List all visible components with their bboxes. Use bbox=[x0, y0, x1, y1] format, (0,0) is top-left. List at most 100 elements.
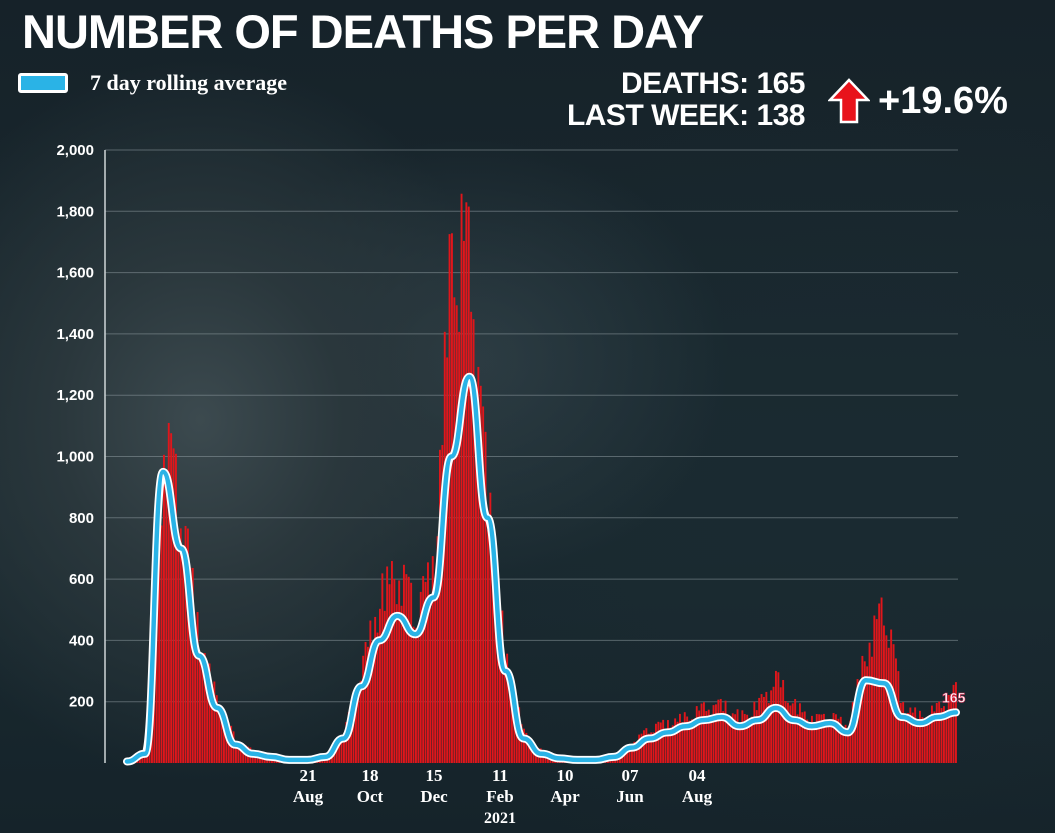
bar bbox=[446, 357, 449, 763]
bar bbox=[376, 632, 379, 763]
bar bbox=[201, 663, 204, 763]
bar bbox=[799, 703, 801, 763]
bar bbox=[206, 675, 209, 763]
bar bbox=[453, 297, 456, 763]
bar bbox=[664, 729, 667, 763]
bar bbox=[707, 709, 710, 763]
bar bbox=[626, 744, 629, 763]
x-tick-month: Oct bbox=[357, 787, 384, 806]
bar bbox=[919, 710, 921, 763]
bar bbox=[794, 698, 797, 763]
bar bbox=[419, 591, 422, 763]
bar bbox=[784, 701, 787, 763]
end-value-label: 165 bbox=[942, 689, 966, 705]
bar bbox=[429, 606, 432, 763]
bar bbox=[400, 605, 403, 763]
bar bbox=[863, 661, 866, 763]
last-week-label: LAST WEEK: bbox=[566, 99, 749, 132]
rolling-average-outline bbox=[123, 372, 960, 766]
bar bbox=[357, 694, 360, 763]
bar bbox=[393, 579, 396, 763]
bar bbox=[940, 708, 943, 763]
bar bbox=[436, 536, 439, 763]
bar bbox=[679, 713, 681, 763]
change-value: +19.6% bbox=[878, 79, 1008, 122]
bar bbox=[179, 528, 182, 763]
bar bbox=[403, 564, 405, 763]
bar bbox=[815, 714, 818, 763]
bar bbox=[830, 721, 833, 763]
bar bbox=[343, 736, 345, 763]
bar bbox=[899, 702, 902, 763]
deaths-value: 165 bbox=[756, 67, 805, 100]
x-tick-month: Jun bbox=[616, 787, 644, 806]
y-tick-label: 1,800 bbox=[56, 203, 94, 220]
bar bbox=[196, 612, 199, 763]
bar bbox=[791, 703, 794, 763]
bar bbox=[239, 746, 242, 763]
x-tick-day: 21 bbox=[300, 766, 317, 785]
bar bbox=[868, 642, 871, 763]
bar bbox=[194, 626, 197, 763]
bar bbox=[909, 707, 912, 763]
rolling-average-line: 165 bbox=[123, 372, 966, 766]
bar bbox=[650, 732, 653, 763]
bar bbox=[405, 574, 408, 763]
bar bbox=[835, 714, 837, 763]
bar bbox=[242, 744, 245, 763]
bar bbox=[523, 728, 525, 763]
bar bbox=[434, 577, 437, 763]
bar bbox=[652, 732, 655, 763]
y-tick-label: 2,000 bbox=[56, 142, 94, 159]
bar bbox=[455, 305, 458, 763]
bar bbox=[691, 719, 693, 763]
bar bbox=[825, 724, 828, 763]
bar bbox=[926, 718, 929, 763]
bar bbox=[235, 741, 237, 763]
bar bbox=[823, 713, 825, 763]
bar bbox=[849, 720, 852, 763]
bar bbox=[772, 686, 775, 763]
bar bbox=[628, 745, 631, 763]
bar bbox=[640, 733, 643, 763]
bar bbox=[662, 719, 665, 763]
bar bbox=[141, 754, 144, 763]
bar bbox=[199, 654, 201, 763]
bar bbox=[777, 672, 780, 763]
change-indicator: +19.6% bbox=[828, 78, 1008, 124]
bar bbox=[203, 653, 206, 763]
bar bbox=[482, 406, 485, 763]
bar bbox=[187, 528, 189, 763]
bar bbox=[770, 690, 773, 763]
bar bbox=[763, 696, 765, 763]
bar bbox=[693, 720, 696, 763]
y-tick-label: 600 bbox=[69, 571, 94, 588]
bar bbox=[388, 584, 391, 763]
bar bbox=[184, 525, 187, 763]
bar bbox=[760, 694, 763, 763]
bar bbox=[371, 641, 374, 763]
bar bbox=[789, 705, 792, 763]
x-tick-day: 04 bbox=[689, 766, 707, 785]
bar bbox=[717, 699, 720, 763]
bar bbox=[643, 730, 645, 763]
bar bbox=[837, 718, 840, 763]
bar bbox=[410, 582, 413, 763]
bar bbox=[398, 580, 401, 763]
bar bbox=[736, 709, 739, 763]
x-tick-day: 10 bbox=[557, 766, 574, 785]
bar bbox=[727, 715, 729, 763]
bar bbox=[705, 711, 708, 763]
bar bbox=[659, 722, 662, 763]
bar bbox=[177, 532, 180, 763]
bar bbox=[489, 492, 492, 763]
x-tick-month: Apr bbox=[550, 787, 580, 806]
bar bbox=[213, 681, 216, 763]
bar bbox=[902, 702, 905, 763]
bar bbox=[441, 445, 444, 763]
bar bbox=[175, 453, 177, 763]
bar bbox=[758, 697, 761, 763]
bar bbox=[508, 672, 511, 763]
axes: 2,000 1,800 1,600 1,400 1,200 1,000 800 600 400 2… bbox=[56, 142, 712, 827]
bar bbox=[645, 728, 648, 763]
